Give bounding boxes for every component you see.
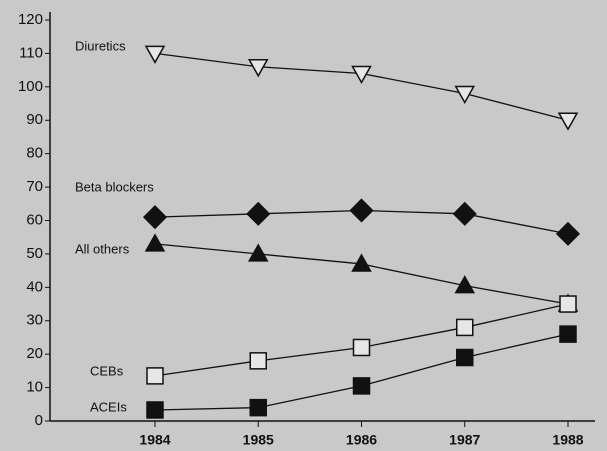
y-tick-label: 110 [19,44,43,61]
marker [349,198,374,223]
marker [351,65,372,84]
marker [452,201,477,226]
y-tick-label: 20 [26,345,43,362]
marker [146,401,164,419]
marker [559,295,577,313]
x-tick-label: 1986 [346,432,377,448]
marker [456,318,474,337]
marker [454,85,476,105]
marker [557,112,579,131]
marker [246,201,271,226]
y-tick-label: 100 [18,78,43,95]
marker [555,221,581,246]
marker [144,233,166,252]
y-tick-label: 120 [18,11,43,28]
x-tick-label: 1985 [243,432,274,448]
marker [249,352,267,370]
marker [144,45,166,64]
y-tick-label: 10 [26,379,43,396]
x-tick-label: 1987 [449,432,480,448]
y-tick-label: 90 [26,111,43,128]
series-label: Diuretics [75,38,126,53]
marker [247,243,269,262]
marker [454,275,476,294]
marker [352,377,371,395]
marker [352,338,371,357]
marker [146,367,164,385]
marker [351,253,372,272]
marker [559,325,577,343]
y-tick-label: 60 [26,211,43,228]
series-label: CEBs [90,363,124,378]
marker [456,348,474,367]
series-label: Beta blockers [75,179,154,194]
y-tick-label: 40 [26,278,43,295]
y-tick-label: 30 [26,312,43,329]
y-tick-label: 80 [26,145,43,162]
y-tick-label: 70 [26,178,43,195]
marker [142,205,168,230]
series-label: All others [75,241,130,256]
y-tick-label: 0 [35,412,43,429]
marker [249,398,267,417]
marker [247,59,269,78]
series-label: ACEIs [90,399,127,414]
x-tick-label: 1984 [139,432,170,448]
x-tick-label: 1988 [552,432,583,448]
y-tick-label: 50 [26,245,43,262]
